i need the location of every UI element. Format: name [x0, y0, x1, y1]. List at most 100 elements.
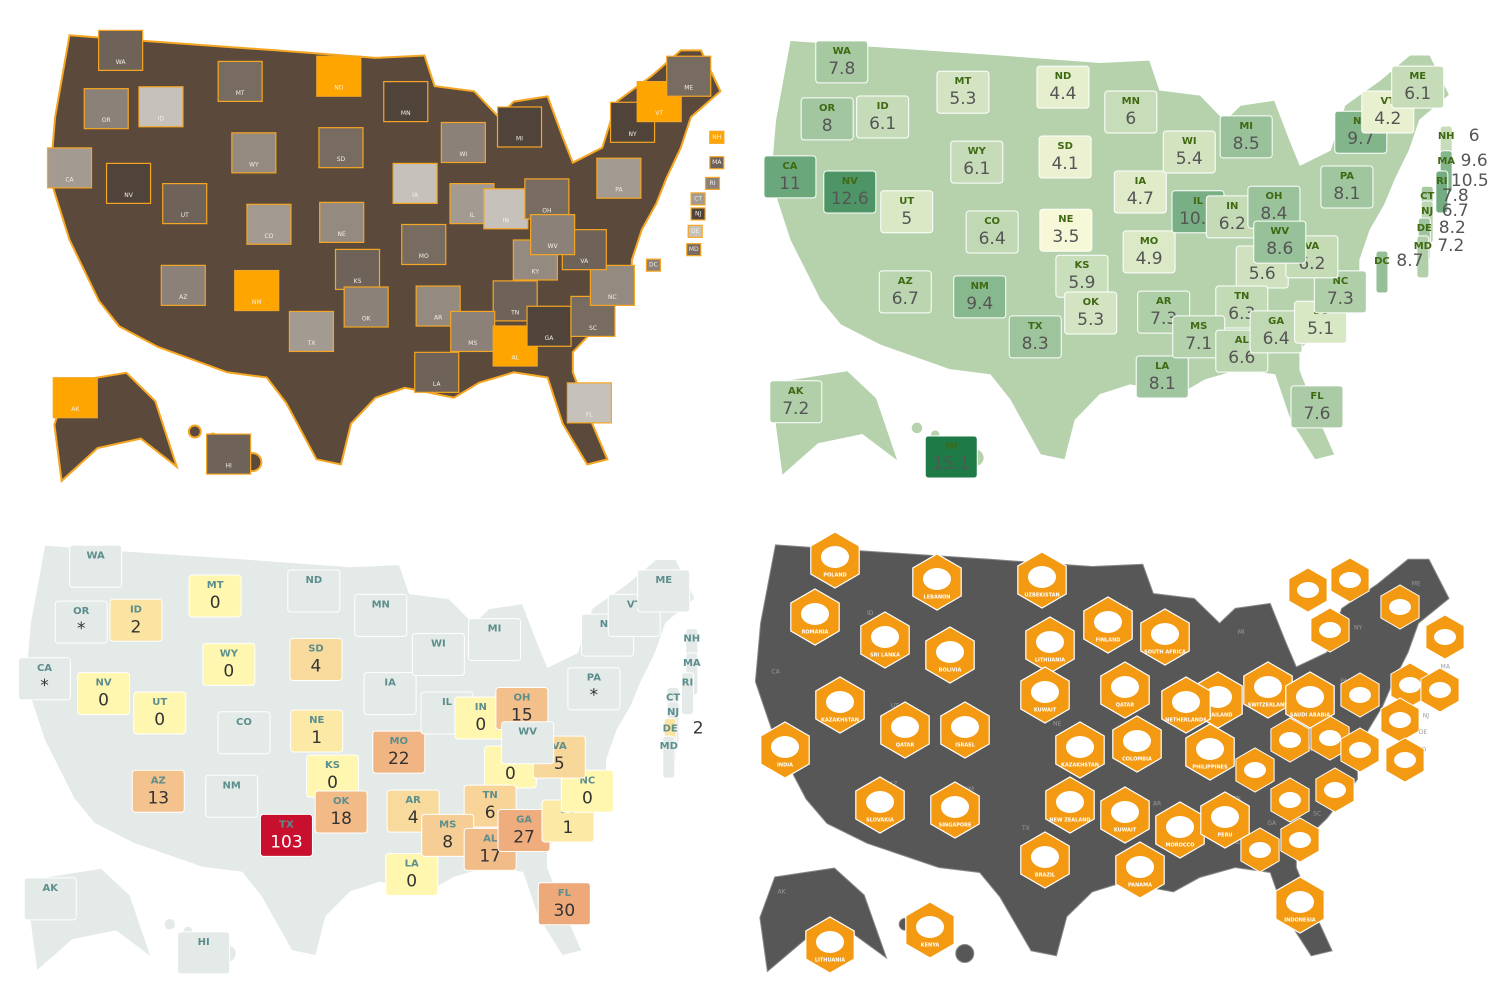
hawaii-island: [910, 421, 924, 435]
state-tile: [1416, 235, 1430, 279]
state-tile: [69, 544, 123, 588]
state-tile: [259, 813, 313, 857]
state-tile: [637, 569, 691, 613]
state-label: NM: [971, 281, 989, 292]
state-label: WY: [220, 648, 239, 659]
state-value: 4.7: [1127, 189, 1154, 209]
state-value: 15.1: [932, 454, 970, 474]
state-label: KS: [1074, 260, 1089, 271]
country-silhouette: [866, 791, 894, 813]
state-tile: [965, 210, 1019, 254]
state-label: CO: [236, 717, 252, 728]
state-label: DE: [1419, 729, 1428, 736]
state-photo: [666, 55, 712, 97]
state-tile: [800, 97, 854, 141]
state-tile: [1435, 170, 1449, 214]
state-value: *: [40, 676, 49, 696]
state-tile: [1038, 135, 1092, 179]
state-label: SD: [308, 643, 324, 654]
state-label: WV: [518, 727, 537, 738]
state-label: NM: [964, 786, 974, 793]
country-silhouette: [1094, 611, 1122, 633]
state-value: 18: [330, 809, 352, 829]
state-photo: [231, 132, 277, 174]
state-label: RI: [682, 678, 693, 689]
state-value: 6.4: [1263, 329, 1290, 349]
state-photo: [483, 188, 529, 230]
state-value: 8: [442, 832, 453, 852]
country-silhouette: [1296, 686, 1324, 708]
state-value: 5.6: [1249, 264, 1276, 284]
state-label: MO: [1140, 236, 1158, 247]
state-tile: [314, 790, 368, 834]
state-label: WV: [1270, 226, 1289, 237]
state-value: 4.2: [1374, 109, 1401, 129]
state-value: 7.3: [1150, 309, 1177, 329]
state-label: NV: [842, 176, 858, 187]
state-tile: [936, 70, 990, 114]
state-label: NJ: [1421, 206, 1433, 217]
state-label: ID: [867, 610, 874, 617]
state-label: KS: [325, 760, 340, 771]
state-label: KS: [354, 278, 362, 285]
state-photo: [686, 243, 702, 257]
state-label: UT: [891, 703, 899, 710]
country-silhouette: [1166, 816, 1194, 838]
state-label: PA: [615, 187, 623, 194]
state-label: AK: [71, 406, 80, 413]
country-silhouette: [816, 931, 844, 953]
state-tile: [411, 633, 465, 676]
state-tile: [662, 735, 676, 779]
state-photo: [709, 130, 725, 144]
state-label: NC: [580, 775, 596, 786]
state-label: GA: [516, 814, 532, 825]
state-label: IN: [1226, 201, 1238, 212]
state-tile: [878, 270, 932, 314]
country-silhouette: [1434, 629, 1456, 645]
state-label: AZ: [151, 775, 166, 786]
state-photo: [704, 176, 721, 190]
state-label: ND: [334, 85, 343, 92]
state-label: DE: [691, 228, 700, 235]
state-label: MI: [488, 624, 502, 635]
country-silhouette: [1244, 762, 1266, 778]
state-photo: [566, 382, 612, 424]
state-tile: [202, 642, 256, 686]
state-photo: [316, 55, 362, 97]
state-tile: [924, 435, 978, 479]
state-value: 0: [98, 691, 109, 711]
state-tile: [109, 598, 163, 642]
state-value: 8.3: [1022, 334, 1049, 354]
state-photo: [690, 207, 706, 221]
state-tile: [205, 774, 259, 818]
state-label: PA: [1340, 171, 1354, 182]
state-value: 8.5: [1233, 134, 1260, 154]
state-photo: [496, 106, 543, 148]
state-label: NE: [309, 715, 324, 726]
state-label: AK: [43, 883, 60, 894]
country-label: SOUTH AFRICA: [1144, 650, 1186, 656]
country-silhouette: [1339, 572, 1361, 588]
state-label: AL: [511, 355, 519, 362]
state-label: VT: [627, 599, 642, 610]
state-label: OR: [73, 606, 90, 617]
state-label: NJ: [667, 707, 679, 718]
country-silhouette: [941, 796, 969, 818]
state-label: TX: [279, 819, 294, 830]
country-silhouette: [801, 603, 829, 625]
state-value: 10.5: [1451, 171, 1489, 191]
state-tile: [23, 877, 77, 921]
state-value: 0: [210, 593, 221, 613]
state-label: DE: [663, 724, 678, 735]
country-silhouette: [936, 641, 964, 663]
state-tile: [77, 672, 131, 716]
state-photo: [162, 183, 208, 225]
country-silhouette: [1204, 686, 1232, 708]
state-label: DE: [1417, 223, 1432, 234]
state-value: 8.1: [1149, 374, 1176, 394]
state-value: 4: [408, 808, 419, 828]
state-label: MO: [419, 253, 429, 260]
state-label: AZ: [898, 276, 913, 287]
state-value: 4.1: [1052, 154, 1079, 174]
country-label: QATAR: [1116, 703, 1135, 709]
